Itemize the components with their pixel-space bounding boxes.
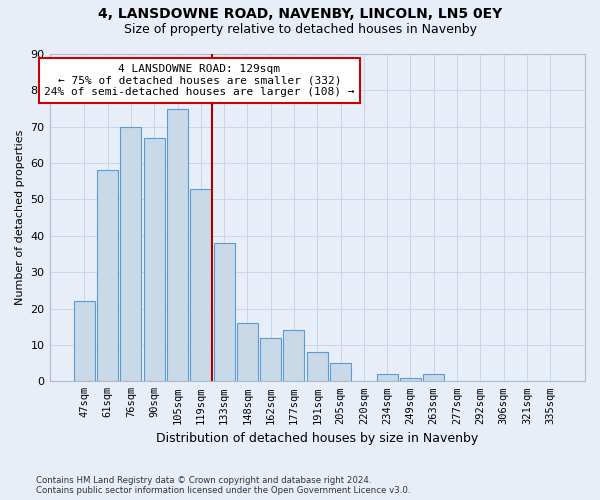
Bar bbox=[74, 302, 95, 382]
Text: Contains HM Land Registry data © Crown copyright and database right 2024.
Contai: Contains HM Land Registry data © Crown c… bbox=[36, 476, 410, 495]
Bar bbox=[167, 108, 188, 382]
Bar bbox=[214, 243, 235, 382]
Bar bbox=[190, 188, 211, 382]
Text: Size of property relative to detached houses in Navenby: Size of property relative to detached ho… bbox=[124, 22, 476, 36]
Bar bbox=[260, 338, 281, 382]
Bar bbox=[423, 374, 444, 382]
Text: 4, LANSDOWNE ROAD, NAVENBY, LINCOLN, LN5 0EY: 4, LANSDOWNE ROAD, NAVENBY, LINCOLN, LN5… bbox=[98, 8, 502, 22]
Bar bbox=[307, 352, 328, 382]
Bar bbox=[97, 170, 118, 382]
Y-axis label: Number of detached properties: Number of detached properties bbox=[15, 130, 25, 306]
Bar bbox=[121, 126, 142, 382]
Bar bbox=[400, 378, 421, 382]
Bar bbox=[144, 138, 165, 382]
X-axis label: Distribution of detached houses by size in Navenby: Distribution of detached houses by size … bbox=[156, 432, 478, 445]
Bar bbox=[377, 374, 398, 382]
Bar bbox=[330, 363, 351, 382]
Bar bbox=[237, 323, 258, 382]
Text: 4 LANSDOWNE ROAD: 129sqm
← 75% of detached houses are smaller (332)
24% of semi-: 4 LANSDOWNE ROAD: 129sqm ← 75% of detach… bbox=[44, 64, 355, 97]
Bar bbox=[283, 330, 304, 382]
